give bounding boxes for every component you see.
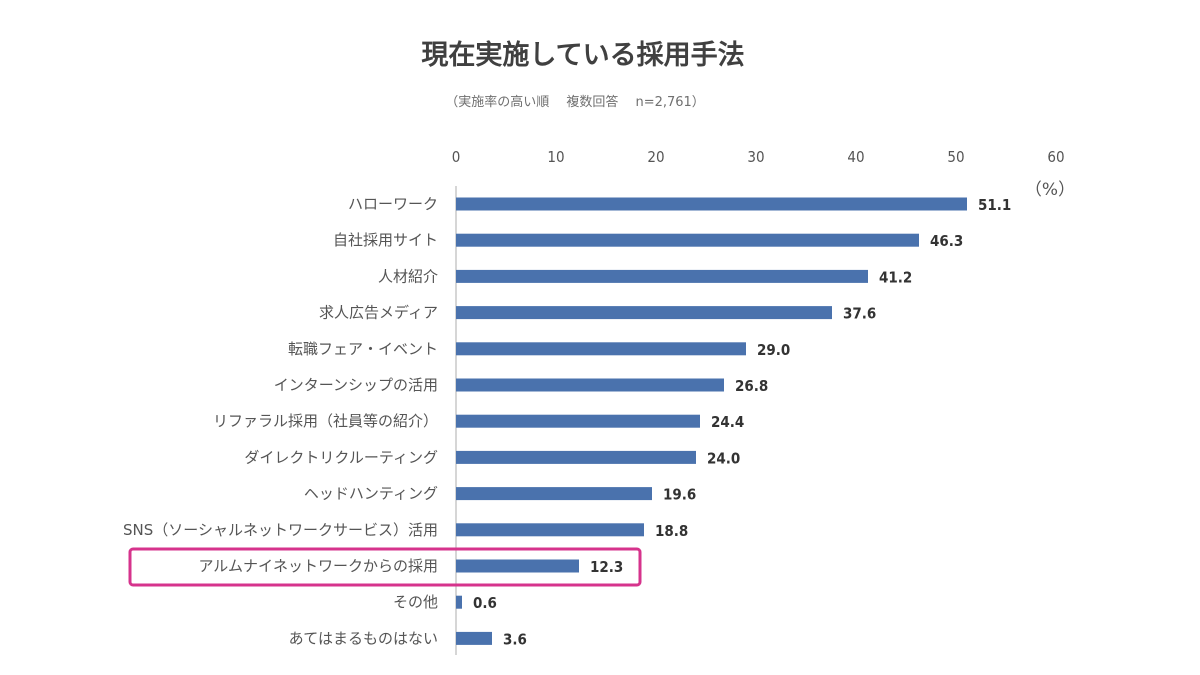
value-label: 24.0 xyxy=(707,449,740,467)
bar xyxy=(456,631,492,645)
bar xyxy=(456,450,696,464)
x-tick-label: 20 xyxy=(647,148,664,166)
bar xyxy=(456,197,967,211)
bars-group: ハローワーク 51.1 自社採用サイト 46.3 人材紹介 41.2 求人広告メディア 37.… xyxy=(123,195,1011,648)
value-label: 24.4 xyxy=(711,413,744,431)
value-label: 0.6 xyxy=(473,594,497,612)
highlight-box xyxy=(128,547,642,587)
category-label: ヘッドハンティング xyxy=(304,485,438,503)
category-label: リファラル採用（社員等の紹介） xyxy=(213,412,438,430)
value-label: 19.6 xyxy=(663,486,696,504)
x-tick-label: 50 xyxy=(947,148,964,166)
bar xyxy=(456,595,462,609)
x-tick-label: 40 xyxy=(847,148,864,166)
category-label: 転職フェア・イベント xyxy=(288,340,438,358)
category-label: ダイレクトリクルーティング xyxy=(244,448,438,466)
bar xyxy=(456,269,868,283)
category-label: あてはまるものはない xyxy=(289,629,438,647)
bar xyxy=(456,306,832,320)
category-label: アルムナイネットワークからの採用 xyxy=(198,557,438,575)
value-label: 37.6 xyxy=(843,305,876,323)
x-tick-label: 10 xyxy=(547,148,564,166)
chart-title: 現在実施している採用手法 xyxy=(421,39,744,71)
bar xyxy=(456,414,700,428)
category-label: 自社採用サイト xyxy=(333,231,438,249)
value-label: 29.0 xyxy=(757,341,790,359)
bar xyxy=(456,559,579,573)
value-label: 46.3 xyxy=(930,232,963,250)
chart-subtitle: （実施率の高い順 複数回答 n=2,761） xyxy=(445,94,705,110)
x-tick-label: 30 xyxy=(747,148,764,166)
x-tick-label: 0 xyxy=(452,148,461,166)
value-label: 18.8 xyxy=(655,522,688,540)
value-label: 51.1 xyxy=(978,196,1011,214)
bar xyxy=(456,487,652,501)
unit-label: （%） xyxy=(1025,180,1075,200)
value-label: 41.2 xyxy=(879,268,912,286)
category-label: 人材紹介 xyxy=(378,267,438,285)
x-tick-label: 60 xyxy=(1047,148,1064,166)
bar xyxy=(456,342,746,356)
bar xyxy=(456,523,644,537)
value-label: 12.3 xyxy=(590,558,623,576)
value-label: 26.8 xyxy=(735,377,768,395)
value-label: 3.6 xyxy=(503,630,527,648)
category-label: インターンシップの活用 xyxy=(274,376,438,394)
category-label: SNS（ソーシャルネットワークサービス）活用 xyxy=(123,521,438,539)
bar xyxy=(456,233,919,247)
category-label: 求人広告メディア xyxy=(319,304,438,322)
category-label: ハローワーク xyxy=(348,195,438,213)
category-label: その他 xyxy=(393,593,438,611)
x-axis-ticks: 0 10 20 30 40 50 60 xyxy=(452,148,1065,166)
bar xyxy=(456,378,724,392)
